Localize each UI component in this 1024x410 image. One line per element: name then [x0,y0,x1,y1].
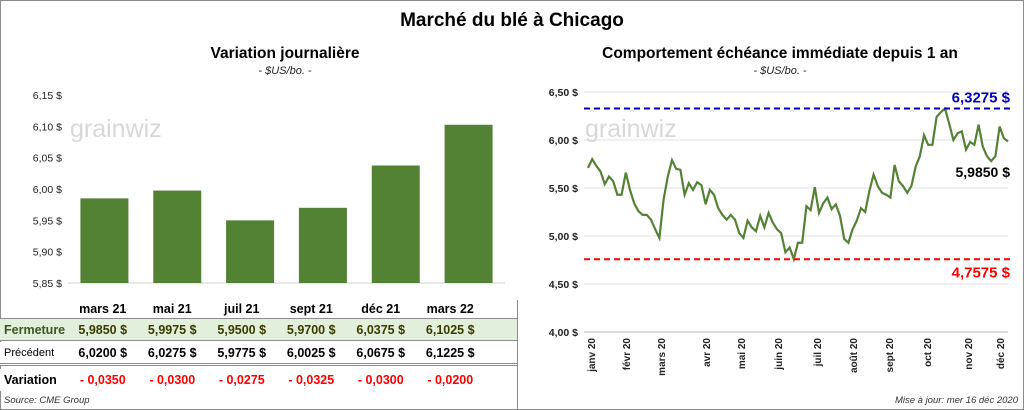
y-tick-label: 6,05 $ [33,153,62,165]
column-header: mars 21 [79,301,127,316]
x-tick-label: juil 20 [813,338,824,368]
column-header: sept 21 [289,301,333,316]
row-label: Variation [4,373,57,387]
line-chart: 6,50 $ 6,00 $ 5,50 $ 5,00 $ 4,50 $ 4,00 $ janv… [549,87,1011,376]
low-label: 4,7575 $ [952,264,1011,281]
row-value: 6,1025 $ [425,322,475,337]
column-header: déc 21 [361,301,401,316]
x-tick-label: janv 20 [587,338,598,373]
table-row: Variation - 0,0350 - 0,0300 - 0,0275 - 0,032… [0,369,517,391]
x-tick-label: avr 20 [702,338,713,367]
y-tick-label: 5,90 $ [33,247,62,259]
table-row: Précédent 6,0200 $ 6,0275 $ 5,9775 $ 6,0025 … [0,342,517,366]
bar [80,198,129,283]
y-tick-label: 6,50 $ [549,87,578,99]
row-value: - 0,0350 [79,373,126,387]
right-chart-title: Comportement échéance immédiate depuis 1… [602,45,958,62]
y-tick-label: 6,10 $ [33,121,62,133]
y-tick-label: 5,85 $ [33,278,62,290]
bar [371,165,420,283]
table-header: mars 21 mai 21 juil 21 sept 21 déc 21 mars 22 [0,300,517,317]
x-tick-label: mars 20 [657,338,668,376]
y-tick-label: 6,15 $ [33,90,62,102]
x-tick-label: oct 20 [923,338,934,367]
x-tick-label: déc 20 [996,338,1007,370]
row-value: - 0,0300 [149,373,196,387]
table-divider [517,300,518,410]
y-tick-label: 5,50 $ [549,183,578,195]
table-row: Fermeture 5,9850 $ 5,9975 $ 5,9500 $ 5,9700 … [0,318,517,341]
source-note: Source: CME Group [4,395,90,406]
left-chart-unit: - $US/bo. - [258,65,312,77]
row-value: 5,9775 $ [217,345,267,360]
row-value: 6,0200 $ [78,345,128,360]
row-value: 6,0275 $ [147,345,197,360]
y-tick-label: 4,50 $ [549,279,578,291]
row-value: 6,0675 $ [356,345,406,360]
row-value: 6,1225 $ [425,345,475,360]
row-label: Fermeture [4,322,66,337]
x-tick-label: sept 20 [885,338,896,373]
column-header: mai 21 [152,301,192,316]
y-tick-label: 5,95 $ [33,215,62,227]
row-value: 5,9700 $ [286,322,336,337]
price-line [587,106,1009,263]
watermark-logo: grainwiz [585,115,677,143]
x-tick-label: févr 20 [622,338,633,371]
row-value: 5,9500 $ [217,322,267,337]
y-tick-label: 6,00 $ [549,135,578,147]
x-tick-label: nov 20 [964,338,975,370]
bar [226,220,275,283]
x-tick-label: juin 20 [774,338,785,371]
row-label: Précédent [4,346,55,359]
row-value: 6,0025 $ [286,345,336,360]
column-header: mars 22 [426,301,474,316]
row-value: 5,9850 $ [78,322,128,337]
bar [298,207,347,283]
y-tick-label: 5,00 $ [549,231,578,243]
row-value: 5,9975 $ [147,322,197,337]
y-tick-label: 4,00 $ [549,327,578,339]
bar [153,190,202,283]
left-chart-title: Variation journalière [210,45,360,62]
column-header: juil 21 [224,301,260,316]
update-note: Mise à jour: mer 16 déc 2020 [894,395,1018,406]
high-label: 6,3275 $ [952,90,1011,107]
row-value: - 0,0300 [357,373,404,387]
row-value: - 0,0275 [218,373,265,387]
watermark-logo: grainwiz [70,115,162,143]
x-tick-label: août 20 [849,338,860,373]
main-title: Marché du blé à Chicago [400,10,624,31]
row-value: - 0,0325 [288,373,335,387]
last-price-label: 5,9850 $ [956,164,1011,180]
right-chart-unit: - $US/bo. - [753,65,807,77]
row-value: 6,0375 $ [356,322,406,337]
bar [444,124,493,284]
y-tick-label: 6,00 $ [33,184,62,196]
row-value: - 0,0200 [427,373,474,387]
x-tick-label: mai 20 [737,338,748,370]
bar-chart: 6,15 $ 6,10 $ 6,05 $ 6,00 $ 5,95 $ 5,90 $ 5,85… [33,90,505,290]
